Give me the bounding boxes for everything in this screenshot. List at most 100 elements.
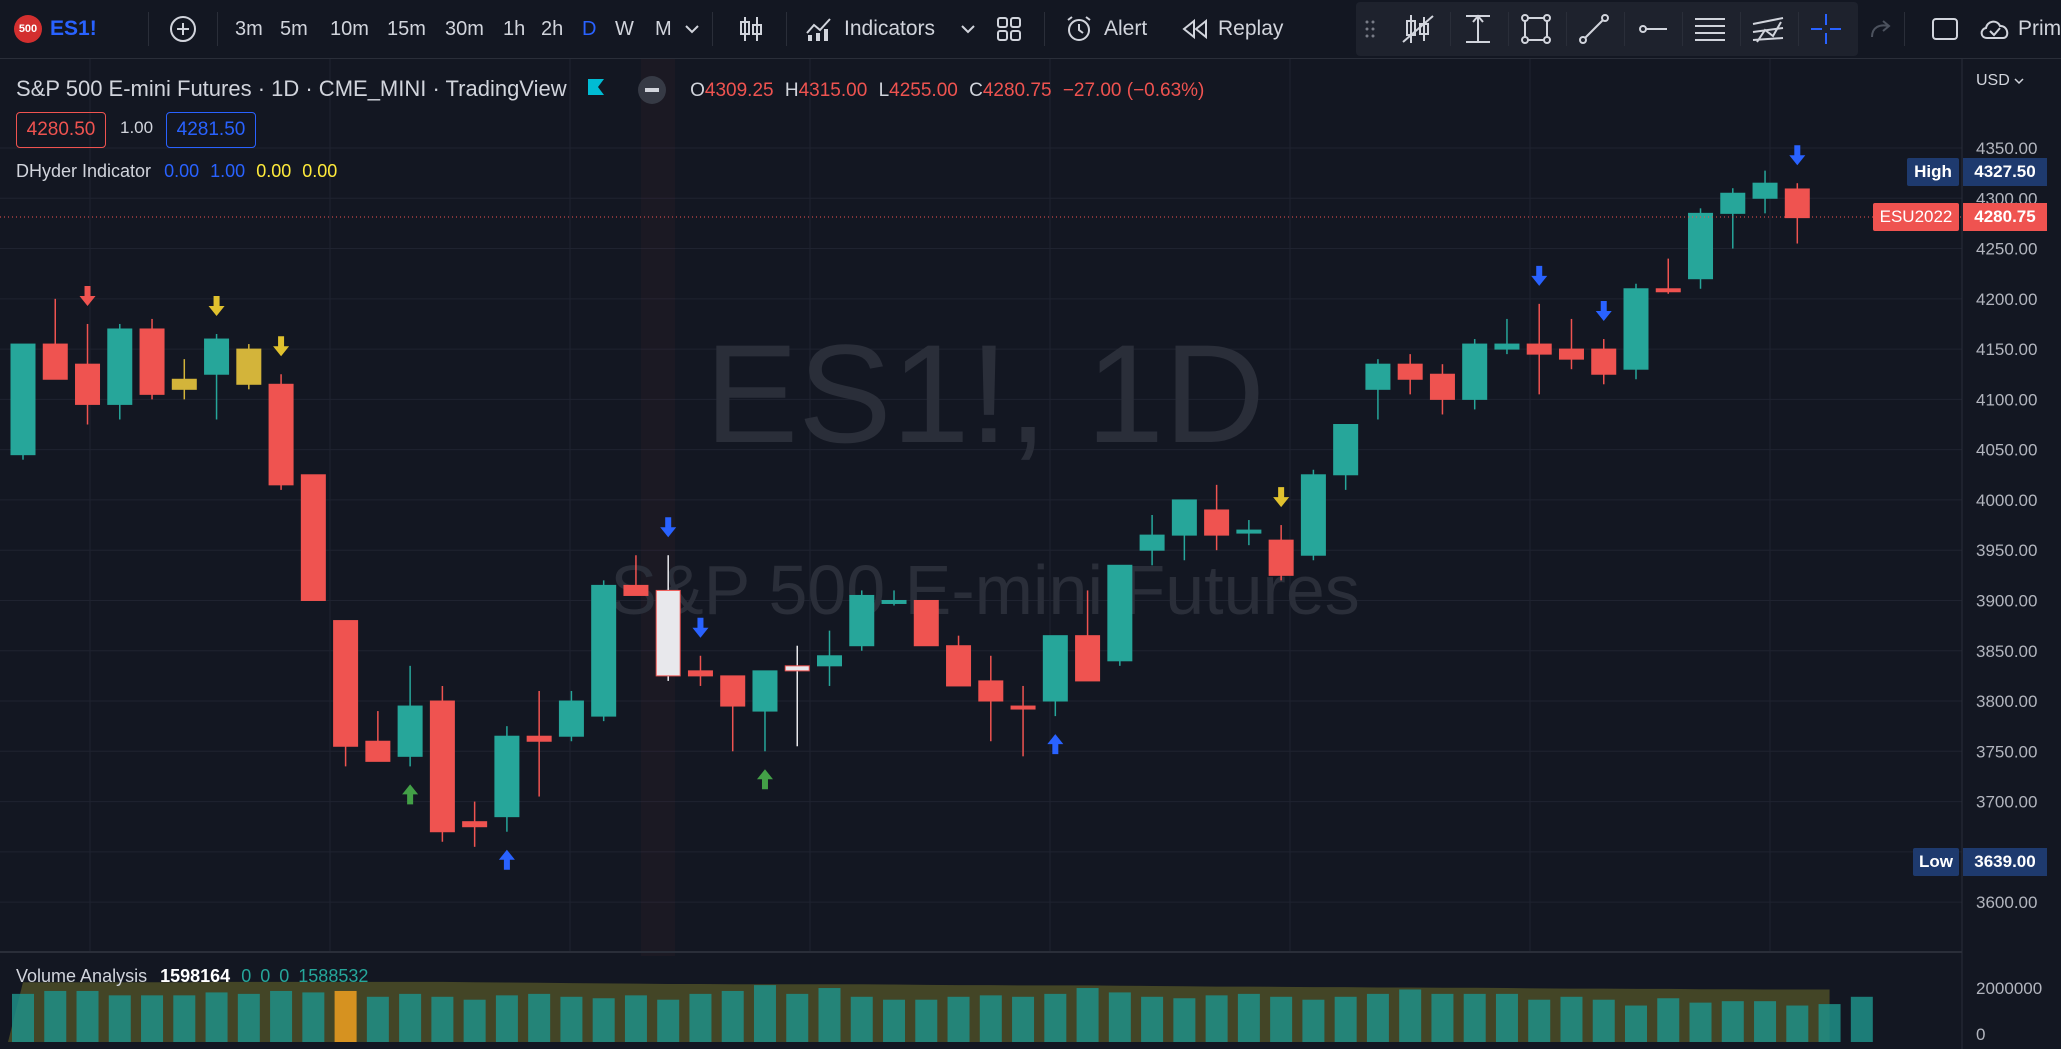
volume-bar: [528, 993, 551, 1042]
pitchfork-tool-button[interactable]: [1746, 2, 1790, 56]
low-label: L: [878, 80, 890, 101]
alert-button[interactable]: Alert: [1064, 0, 1147, 58]
candle-body: [1300, 474, 1326, 556]
indicator-value: 0.00: [256, 161, 292, 181]
symbol-name: ES1!: [50, 17, 97, 40]
candle-body: [1171, 499, 1197, 536]
volume-bar: [592, 998, 615, 1042]
chart-type-button[interactable]: [736, 0, 766, 58]
interval-dropdown-button[interactable]: [680, 0, 704, 58]
volume-bar: [1334, 996, 1357, 1042]
volume-value: 1598164: [160, 966, 231, 986]
symbol-button[interactable]: 500 ES1!: [14, 0, 97, 58]
indicators-button[interactable]: Indicators: [804, 0, 935, 58]
plus-circle-icon: [170, 16, 196, 42]
crosshair-tool-button[interactable]: [1804, 2, 1848, 56]
interval-30m[interactable]: 30m: [445, 17, 484, 40]
candle: [171, 359, 197, 400]
buy-price-box[interactable]: 4281.50: [166, 112, 256, 148]
volume-bar: [786, 993, 809, 1042]
volume-bar: [1012, 996, 1035, 1042]
candle-body: [300, 474, 326, 601]
price-tick-label: 3750.00: [1976, 742, 2037, 761]
ray-tool-button[interactable]: [1630, 2, 1674, 56]
candle-body: [1655, 288, 1681, 293]
candle: [1075, 590, 1101, 682]
volume-bar: [560, 996, 583, 1042]
long-position-tool-button[interactable]: [1396, 2, 1440, 56]
ohlc-values: O4309.25 H4315.00 L4255.00 C4280.75 −27.…: [690, 80, 1204, 101]
candle-body: [1784, 188, 1810, 219]
layouts-button[interactable]: [992, 0, 1026, 58]
interval-3m[interactable]: 3m: [235, 17, 263, 40]
candle: [720, 675, 746, 752]
volume-bar: [1076, 988, 1099, 1042]
candle: [1784, 183, 1810, 244]
volume-extra-value: 0: [241, 966, 252, 986]
chart-area[interactable]: ES1!, 1D S&P 500 E-mini Futures 3600.00 3…: [0, 59, 2061, 1049]
candle: [687, 655, 713, 686]
volume-bar: [76, 990, 99, 1042]
replay-button[interactable]: Replay: [1182, 0, 1283, 58]
volume-bar: [818, 988, 841, 1042]
sell-price-box[interactable]: 4280.50: [16, 112, 106, 148]
price-tick-label: 3800.00: [1976, 692, 2037, 711]
collapse-legend-button[interactable]: [638, 76, 667, 105]
signal-up-arrow: [1047, 734, 1064, 755]
volume-bar: [237, 993, 260, 1042]
volume-bar: [947, 996, 970, 1042]
publish-button[interactable]: Prim: [1978, 0, 2061, 58]
interval-15m[interactable]: 15m: [387, 17, 426, 40]
interval-w[interactable]: W: [615, 17, 634, 40]
trend-line-tool-button[interactable]: [1572, 2, 1616, 56]
drag-handle[interactable]: [1358, 2, 1382, 56]
last-price-tag: 4280.75: [1963, 203, 2047, 231]
fullscreen-button[interactable]: [1928, 0, 1962, 58]
volume-bar: [366, 996, 389, 1042]
alarm-clock-icon: [1067, 16, 1091, 41]
rectangle-icon: [1521, 14, 1551, 44]
watermark-symbol: ES1!, 1D: [705, 315, 1265, 472]
compare-add-button[interactable]: [166, 0, 200, 58]
fib-tool-button[interactable]: [1688, 2, 1732, 56]
indicator-legend[interactable]: DHyder Indicator 0.00 1.00 0.00 0.00: [16, 161, 337, 182]
signal-down-arrow: [1595, 301, 1612, 322]
volume-legend[interactable]: Volume Analysis 1598164 0 0 0 1588532: [16, 966, 368, 987]
rectangle-tool-button[interactable]: [1514, 2, 1558, 56]
price-range-tool-button[interactable]: [1456, 2, 1500, 56]
currency-selector[interactable]: USD: [1976, 72, 2024, 90]
candle: [107, 323, 133, 420]
volume-bar: [1754, 1001, 1777, 1042]
candle: [1688, 208, 1714, 289]
open-value: 4309.25: [704, 80, 774, 101]
interval-5m[interactable]: 5m: [280, 17, 308, 40]
redo-button[interactable]: [1866, 0, 1896, 58]
interval-2h[interactable]: 2h: [541, 17, 564, 40]
high-price-tag: 4327.50: [1963, 158, 2047, 186]
volume-bar: [1528, 999, 1551, 1042]
volume-bar: [334, 990, 357, 1042]
candle: [429, 685, 455, 842]
series-title[interactable]: S&P 500 E-mini Futures · 1D · CME_MINI ·…: [16, 76, 567, 101]
candle: [558, 690, 584, 742]
volume-bar: [1850, 996, 1873, 1042]
interval-10m[interactable]: 10m: [330, 17, 369, 40]
candle: [1558, 318, 1584, 370]
price-range-icon: [1466, 14, 1490, 43]
candle-body: [1139, 534, 1165, 551]
candle: [1010, 685, 1036, 757]
indicator-name: DHyder Indicator: [16, 161, 152, 181]
trend-line-icon: [1579, 14, 1609, 44]
chevron-down-icon: [2014, 78, 2024, 85]
signal-down-arrow: [1531, 265, 1548, 286]
interval-d[interactable]: D: [582, 17, 597, 40]
flag-icon[interactable]: [586, 77, 606, 103]
interval-m[interactable]: M: [655, 17, 672, 40]
candle: [1107, 564, 1133, 666]
candle-body: [1462, 343, 1488, 400]
volume-tick-label: 2000000: [1976, 979, 2042, 998]
indicators-dropdown-button[interactable]: [956, 0, 980, 58]
volume-extra-value: 0: [260, 966, 271, 986]
currency-label: USD: [1976, 72, 2010, 89]
interval-1h[interactable]: 1h: [503, 17, 526, 40]
